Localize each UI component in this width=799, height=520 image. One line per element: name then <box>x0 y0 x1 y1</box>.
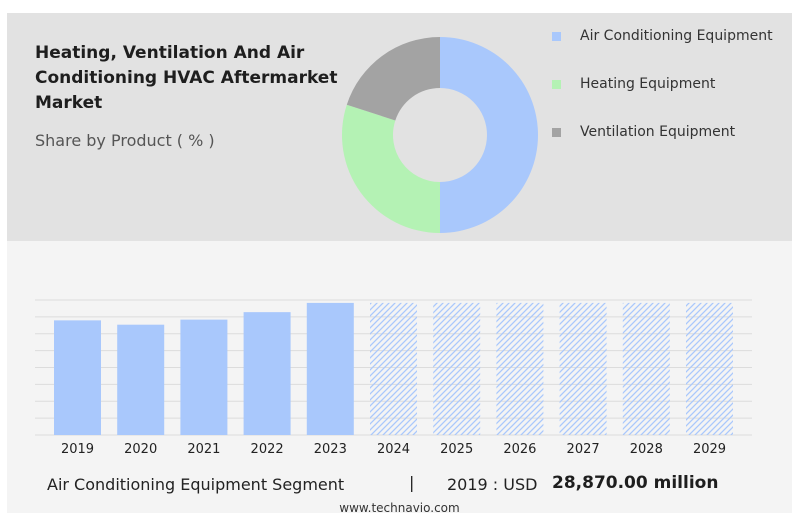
x-tick-label-2020: 2020 <box>124 442 157 457</box>
page-title: Heating, Ventilation And Air Conditionin… <box>35 43 338 113</box>
legend-label-heating: Heating Equipment <box>580 76 716 92</box>
footer-segment-label: Air Conditioning Equipment Segment <box>47 475 345 494</box>
legend-label-ventilation: Ventilation Equipment <box>580 124 736 140</box>
bar-forecast-2027 <box>559 302 607 435</box>
legend-swatch-ventilation <box>552 128 561 137</box>
bar-forecast-2026 <box>496 302 544 435</box>
x-tick-label-2024: 2024 <box>377 442 410 457</box>
x-tick-label-2023: 2023 <box>314 442 347 457</box>
x-tick-label-2021: 2021 <box>187 442 220 457</box>
bar-2020 <box>117 324 165 435</box>
x-tick-label-2022: 2022 <box>251 442 284 457</box>
donut-slice-air-conditioning-equipment <box>440 37 538 233</box>
market-size-bar-chart: 2019 2020 2021 2022 2023 2024 2025 2026 2027 2028… <box>35 299 752 457</box>
legend-label-air-conditioning: Air Conditioning Equipment <box>580 28 773 44</box>
bar-forecast-2029 <box>686 302 733 435</box>
bar-2021 <box>180 319 228 435</box>
bar-2023 <box>306 302 354 435</box>
x-tick-label-2028: 2028 <box>630 442 663 457</box>
share-donut-chart <box>342 37 538 233</box>
x-tick-label-2029: 2029 <box>693 442 726 457</box>
bar-2022 <box>243 312 291 435</box>
top-panel: Heating, Ventilation And Air Conditionin… <box>7 13 792 241</box>
infographic-frame: Heating, Ventilation And Air Conditionin… <box>7 13 792 515</box>
bar-forecast-2025 <box>433 302 481 435</box>
legend-swatch-heating <box>552 80 561 89</box>
footer-year-unit: 2019 : USD <box>447 475 538 494</box>
x-tick-label-2027: 2027 <box>567 442 600 457</box>
x-tick-label-2019: 2019 <box>61 442 94 457</box>
x-tick-label-2025: 2025 <box>440 442 473 457</box>
x-tick-label-2026: 2026 <box>503 442 536 457</box>
legend-swatch-air-conditioning <box>552 32 561 41</box>
footer-divider: | <box>409 473 415 492</box>
donut-slice-heating-equipment <box>342 104 440 233</box>
footer-url: www.technavio.com <box>339 501 460 515</box>
footer-value: 28,870.00 million <box>552 473 719 493</box>
page-subtitle: Share by Product ( % ) <box>35 131 215 150</box>
bar-forecast-2028 <box>622 302 670 435</box>
donut-slice-ventilation-equipment <box>346 37 440 121</box>
bar-2019 <box>54 320 101 435</box>
bar-forecast-2024 <box>370 302 417 435</box>
